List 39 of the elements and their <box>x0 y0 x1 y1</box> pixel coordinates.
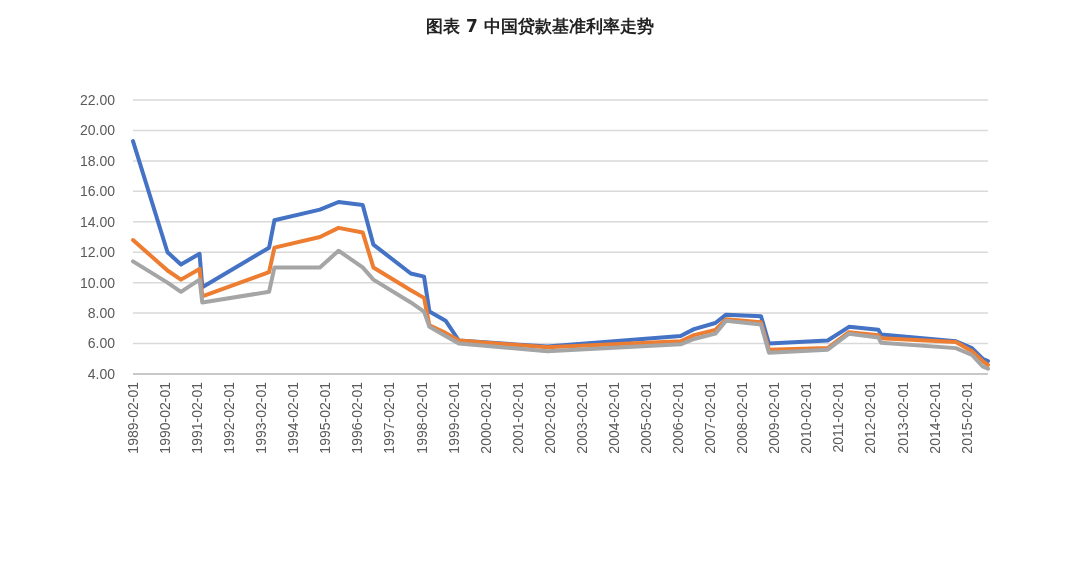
x-tick-label: 1996-02-01 <box>349 381 366 454</box>
x-tick-label: 2012-02-01 <box>862 381 879 454</box>
x-tick-label: 2001-02-01 <box>509 381 526 454</box>
y-tick-label: 6.00 <box>87 335 116 352</box>
x-tick-label: 2000-02-01 <box>477 381 494 454</box>
x-tick-label: 2013-02-01 <box>894 381 911 454</box>
x-tick-label: 2004-02-01 <box>605 381 622 454</box>
y-tick-label: 14.00 <box>79 213 116 230</box>
x-tick-label: 2008-02-01 <box>734 381 751 454</box>
x-tick-label: 1999-02-01 <box>445 381 462 454</box>
x-tick-label: 2003-02-01 <box>573 381 590 454</box>
chart-title: 图表 7 中国贷款基准利率走势 <box>426 16 654 36</box>
y-tick-label: 4.00 <box>87 365 116 382</box>
y-tick-label: 22.00 <box>79 91 116 108</box>
x-tick-label: 1990-02-01 <box>156 381 173 454</box>
x-tick-label: 2010-02-01 <box>798 381 815 454</box>
x-tick-label: 2014-02-01 <box>926 381 943 454</box>
x-tick-label: 2007-02-01 <box>702 381 719 454</box>
y-tick-label: 16.00 <box>79 183 116 200</box>
x-tick-label: 1992-02-01 <box>221 381 238 454</box>
x-tick-label: 1989-02-01 <box>124 381 141 454</box>
x-tick-label: 1997-02-01 <box>381 381 398 454</box>
y-tick-label: 12.00 <box>79 244 116 261</box>
x-tick-label: 2002-02-01 <box>541 381 558 454</box>
x-tick-label: 1991-02-01 <box>188 381 205 454</box>
line-series <box>131 248 990 371</box>
x-tick-label: 2009-02-01 <box>766 381 783 454</box>
x-tick-label: 1994-02-01 <box>285 381 302 454</box>
y-tick-label: 20.00 <box>79 122 116 139</box>
y-tick-label: 8.00 <box>87 305 116 322</box>
x-tick-label: 2005-02-01 <box>638 381 655 454</box>
x-tick-label: 2015-02-01 <box>958 381 975 454</box>
x-tick-label: 2011-02-01 <box>830 381 847 453</box>
y-tick-label: 18.00 <box>79 152 116 169</box>
x-tick-label: 1995-02-01 <box>317 381 334 454</box>
y-tick-label: 10.00 <box>79 274 116 291</box>
x-tick-label: 1993-02-01 <box>253 381 270 454</box>
x-tick-label: 2006-02-01 <box>670 381 687 454</box>
x-tick-label: 1998-02-01 <box>413 381 430 454</box>
